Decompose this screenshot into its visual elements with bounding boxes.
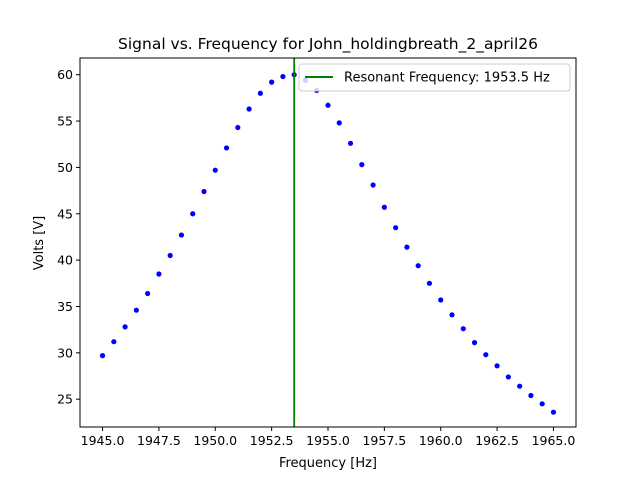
y-tick-label: 40: [57, 253, 73, 268]
data-point: [167, 252, 173, 259]
data-point: [483, 352, 489, 358]
legend-label: Resonant Frequency: 1953.5 Hz: [344, 71, 550, 86]
y-tick-label: 55: [57, 114, 73, 129]
data-point: [528, 392, 534, 399]
x-axis-ticks: 1945.0 1947.5 1950.0 1952.5 1955.0 1957.5 1960…: [81, 427, 576, 448]
data-point: [539, 401, 545, 407]
data-point: [156, 271, 162, 277]
data-point: [494, 363, 500, 369]
data-point: [347, 140, 354, 146]
y-axis-title: Volts [V]: [32, 216, 47, 271]
x-tick-label: 1947.5: [137, 433, 181, 448]
data-point: [550, 409, 557, 415]
data-point: [325, 102, 331, 108]
x-tick-label: 1957.5: [362, 433, 406, 448]
data-point: [212, 167, 218, 173]
x-axis-title: Frequency [Hz]: [279, 456, 377, 471]
data-point: [178, 232, 185, 238]
data-point: [111, 339, 117, 345]
y-tick-label: 30: [57, 345, 73, 360]
data-point: [438, 297, 444, 303]
y-axis-ticks: 25 30 35 40 45 50 55 60: [57, 67, 80, 407]
data-point: [449, 312, 455, 318]
y-tick-label: 50: [57, 160, 73, 175]
data-point: [517, 383, 523, 389]
data-point: [359, 162, 365, 168]
data-point: [404, 244, 410, 250]
x-tick-label: 1962.5: [475, 433, 519, 448]
x-tick-label: 1945.0: [81, 433, 125, 448]
y-tick-label: 25: [57, 392, 73, 407]
plot-area-frame: [79, 57, 577, 428]
data-point: [460, 326, 466, 332]
data-point: [246, 106, 252, 112]
x-tick-label: 1952.5: [250, 433, 294, 448]
x-tick-label: 1960.0: [419, 433, 463, 448]
y-tick-label: 35: [57, 299, 73, 314]
data-point: [336, 120, 342, 126]
data-point: [190, 211, 196, 217]
legend-box: [298, 63, 571, 92]
x-tick-label: 1955.0: [306, 433, 350, 448]
data-points: [99, 72, 557, 415]
data-point: [99, 353, 106, 359]
x-tick-label: 1965.0: [532, 433, 576, 448]
data-point: [269, 79, 275, 85]
data-point: [257, 90, 263, 96]
data-point: [133, 307, 139, 313]
data-point: [415, 263, 421, 269]
data-point: [122, 324, 128, 330]
y-tick-label: 60: [57, 67, 73, 82]
y-tick-label: 45: [57, 206, 73, 221]
data-point: [370, 182, 376, 188]
chart-title: Signal vs. Frequency for John_holdingbre…: [118, 35, 538, 54]
data-point: [393, 225, 399, 231]
data-point: [201, 188, 207, 195]
data-point: [426, 280, 433, 286]
data-point: [280, 73, 286, 80]
data-point: [471, 340, 478, 346]
data-point: [145, 290, 151, 297]
data-point: [505, 374, 511, 380]
data-point: [235, 124, 241, 131]
legend: Resonant Frequency: 1953.5 Hz: [298, 63, 571, 92]
x-tick-label: 1950.0: [193, 433, 237, 448]
data-point: [381, 204, 387, 210]
data-point: [223, 145, 230, 151]
